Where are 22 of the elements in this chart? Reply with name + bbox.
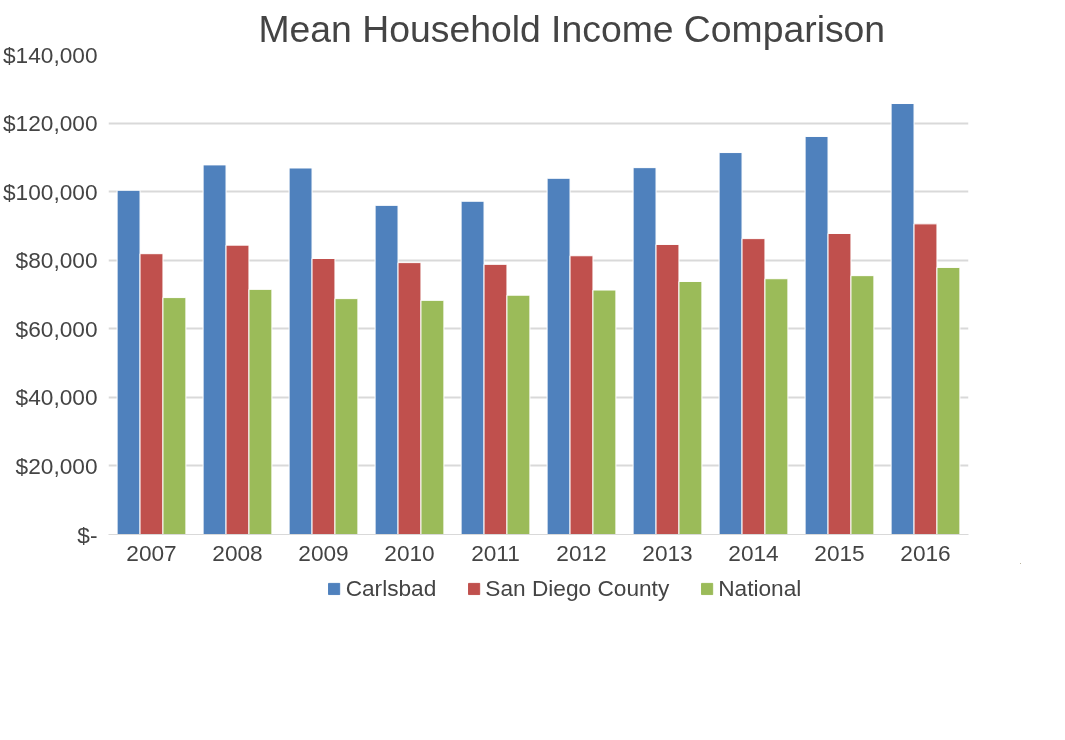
x-tick-label: 2010 — [384, 539, 435, 566]
x-tick-label: 2015 — [814, 539, 865, 566]
x-tick-label: 2011 — [471, 539, 520, 566]
x-tick-label: 2008 — [212, 539, 263, 566]
x-tick-label: 2013 — [642, 539, 693, 566]
legend-label: San Diego County — [485, 574, 670, 602]
chart-title: Mean Household Income Comparison — [258, 7, 886, 50]
y-tick-label: $140,000 — [3, 41, 98, 68]
x-tick-label: 2009 — [298, 539, 349, 566]
legend-label: Carlsbad — [345, 574, 437, 602]
y-tick-label: $60,000 — [15, 315, 98, 342]
y-tick-label: $20,000 — [15, 452, 98, 479]
y-tick-label: $120,000 — [3, 110, 98, 137]
y-tick-label: $- — [77, 521, 98, 548]
x-tick-label: 2014 — [728, 539, 779, 566]
x-tick-label: 2016 — [900, 539, 951, 566]
x-tick-label: 2012 — [556, 539, 607, 566]
y-tick-label: $100,000 — [3, 178, 98, 205]
y-tick-label: $40,000 — [15, 384, 98, 411]
x-tick-label: 2007 — [126, 539, 177, 566]
legend-label: National — [718, 574, 802, 602]
y-tick-label: $80,000 — [15, 247, 98, 274]
